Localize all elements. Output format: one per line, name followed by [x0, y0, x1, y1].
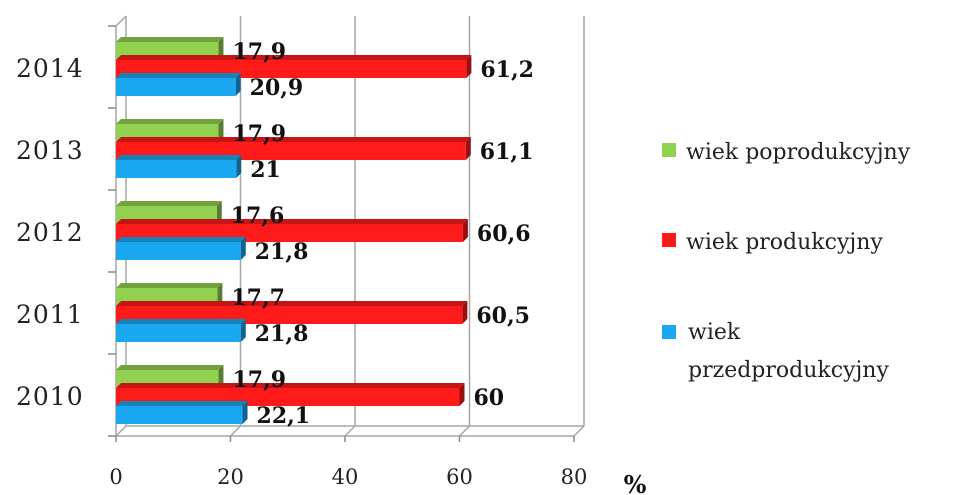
bar-end-face	[216, 201, 222, 224]
floor-gridline	[344, 425, 356, 437]
bar-top-face	[116, 219, 468, 224]
bar-end-face	[462, 301, 468, 324]
x-tick-label: 80	[561, 465, 588, 489]
data-label: 17,6	[231, 203, 285, 229]
bar-top-face	[116, 237, 246, 242]
legend-label: wiek	[688, 320, 741, 345]
floor-gridline	[229, 425, 242, 437]
bar	[116, 406, 243, 424]
bar	[116, 324, 241, 342]
bar-end-face	[218, 119, 224, 142]
floor-gridline	[458, 425, 471, 437]
legend-label: wiek poprodukcyjny	[686, 140, 911, 165]
bar-end-face	[466, 55, 472, 78]
legend-swatch	[662, 233, 676, 247]
bar-top-face	[116, 119, 224, 124]
bar-top-face	[116, 383, 465, 388]
data-label: 60,5	[476, 303, 530, 329]
data-labels: 17,9 60 22,1 17,7 60,5 21,8 17,6 60,6 21,8 17,9 61…	[231, 39, 534, 429]
y-tick-label: 2011	[16, 300, 84, 329]
tick-labels: 2010 2011 2012 2013 2014 0 20 40 60 80%	[16, 54, 647, 495]
bar-end-face	[465, 137, 471, 160]
bar-top-face	[116, 365, 224, 370]
legend-label: przedprodukcyjny	[688, 358, 889, 383]
bar-end-face	[240, 319, 246, 342]
bar-top-face	[116, 401, 248, 406]
data-label: 17,9	[232, 39, 286, 65]
data-label: 17,9	[232, 367, 286, 393]
bar-end-face	[218, 37, 224, 60]
bar-end-face	[217, 283, 223, 306]
data-label: 21,8	[255, 321, 309, 347]
y-tick-label: 2013	[16, 136, 84, 165]
bar-top-face	[116, 283, 223, 288]
bar-end-face	[218, 365, 224, 388]
y-tick-label: 2010	[16, 382, 84, 411]
data-label: 21,8	[255, 239, 309, 265]
bar-top-face	[116, 73, 241, 78]
legend-swatch	[662, 143, 676, 157]
data-label: 17,7	[231, 285, 285, 311]
floor-gridline	[573, 425, 585, 437]
bar-end-face	[236, 155, 242, 178]
bar-top-face	[116, 37, 224, 42]
bar-end-face	[459, 383, 465, 406]
x-unit-label: %	[624, 470, 647, 495]
bar	[116, 242, 241, 260]
data-label: 22,1	[257, 403, 311, 429]
data-label: 20,9	[250, 75, 304, 101]
y-tick-label: 2014	[16, 54, 84, 83]
x-tick-label: 40	[332, 465, 359, 489]
data-label: 21	[250, 157, 281, 183]
floor-gridline	[115, 425, 127, 437]
bar-top-face	[116, 301, 468, 306]
bars	[116, 37, 472, 424]
bar-top-face	[116, 155, 242, 160]
data-label: 17,9	[232, 121, 286, 147]
bar-top-face	[116, 55, 472, 60]
wall-top-edge	[115, 15, 127, 27]
y-tick-label: 2012	[16, 218, 84, 247]
x-tick-label: 0	[109, 465, 122, 489]
bar-end-face	[235, 73, 241, 96]
legend-label: wiek produkcyjny	[686, 230, 883, 255]
data-label: 60,6	[477, 221, 531, 247]
legend: wiek poprodukcyjny wiek produkcyjny wiek pr…	[662, 140, 911, 383]
bar-end-face	[240, 237, 246, 260]
data-label: 61,1	[480, 139, 534, 165]
legend-swatch	[662, 325, 676, 339]
bar-top-face	[116, 319, 246, 324]
bar-top-face	[116, 201, 222, 206]
data-label: 61,2	[480, 57, 534, 83]
bar-end-face	[242, 401, 248, 424]
bar-top-face	[116, 137, 471, 142]
data-label: 60	[474, 385, 505, 411]
x-tick-label: 60	[446, 465, 473, 489]
x-tick-label: 20	[217, 465, 244, 489]
bar-end-face	[462, 219, 468, 242]
bar	[116, 78, 236, 96]
bar	[116, 160, 237, 178]
